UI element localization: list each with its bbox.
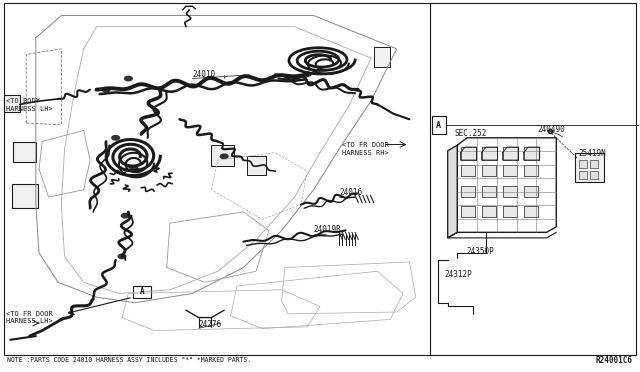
- Bar: [432, 116, 446, 134]
- Bar: [524, 147, 539, 160]
- Bar: [482, 165, 496, 176]
- Bar: [482, 147, 497, 160]
- Bar: [503, 186, 517, 197]
- Circle shape: [102, 87, 110, 92]
- Bar: [4, 95, 20, 112]
- Text: NOTE :PARTS CODE 24010 HARNESS ASSY INCLUDES "*" *MARKED PARTS.: NOTE :PARTS CODE 24010 HARNESS ASSY INCL…: [7, 357, 252, 363]
- Bar: [579, 160, 587, 168]
- Text: A: A: [140, 288, 144, 296]
- Bar: [524, 206, 538, 217]
- Text: <TO FR DOOR
HARNESS RH>: <TO FR DOOR HARNESS RH>: [342, 142, 389, 156]
- Circle shape: [122, 214, 129, 218]
- Bar: [461, 165, 475, 176]
- Bar: [579, 171, 587, 179]
- Circle shape: [303, 72, 311, 76]
- Text: 24350P: 24350P: [467, 247, 495, 256]
- Bar: [211, 145, 234, 166]
- Circle shape: [131, 167, 139, 171]
- Circle shape: [118, 254, 126, 259]
- Text: 240490: 240490: [537, 125, 565, 134]
- Bar: [12, 184, 38, 208]
- Circle shape: [112, 136, 120, 140]
- Bar: [482, 206, 496, 217]
- Bar: [503, 206, 517, 217]
- Bar: [246, 156, 266, 175]
- Text: <TO BODY
HARNESS LH>: <TO BODY HARNESS LH>: [6, 99, 52, 112]
- Text: 25419N: 25419N: [579, 149, 606, 158]
- Bar: [590, 160, 598, 168]
- Text: 24312P: 24312P: [445, 270, 472, 279]
- Bar: [461, 186, 475, 197]
- Text: 24019R: 24019R: [314, 225, 341, 234]
- Circle shape: [125, 76, 132, 81]
- Text: R24001C6: R24001C6: [596, 356, 633, 365]
- Bar: [575, 153, 604, 182]
- Bar: [524, 165, 538, 176]
- Bar: [374, 47, 390, 67]
- Bar: [461, 147, 476, 160]
- Text: 24016: 24016: [339, 188, 362, 197]
- Bar: [503, 165, 517, 176]
- Circle shape: [220, 154, 228, 158]
- Bar: [482, 186, 496, 197]
- Text: A: A: [436, 121, 442, 130]
- Text: SEC.252: SEC.252: [454, 129, 486, 138]
- Text: <TO FR DOOR
HARNESS LH>: <TO FR DOOR HARNESS LH>: [6, 311, 52, 324]
- Bar: [13, 141, 36, 162]
- Bar: [524, 186, 538, 197]
- Polygon shape: [448, 145, 458, 238]
- Bar: [590, 171, 598, 179]
- Text: 24010: 24010: [192, 70, 216, 78]
- Text: 24276: 24276: [198, 320, 222, 329]
- Bar: [133, 286, 151, 298]
- Bar: [461, 206, 475, 217]
- Bar: [503, 147, 518, 160]
